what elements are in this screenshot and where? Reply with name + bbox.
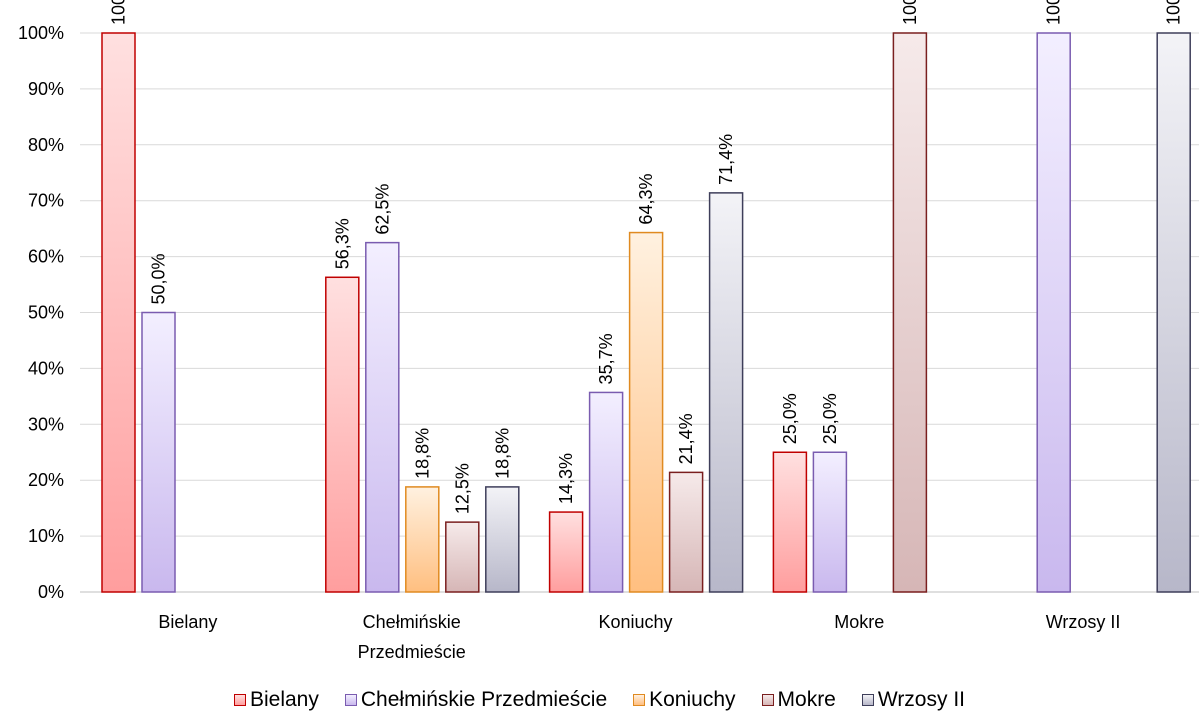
legend-label: Bielany: [249, 688, 319, 711]
y-tick-label: 90%: [28, 79, 64, 99]
data-label: 100,0%: [1044, 0, 1064, 25]
legend-item: Mokre: [761, 688, 836, 712]
bar-4-1: [485, 486, 520, 593]
bar-1-1: [365, 241, 400, 593]
data-label: 50,0%: [149, 253, 169, 304]
y-tick-label: 0%: [38, 582, 64, 602]
bar-1-3: [812, 451, 848, 593]
legend-swatch: [344, 694, 357, 706]
bar-3-1: [445, 521, 480, 593]
data-label: 56,3%: [332, 218, 352, 269]
data-label: 62,5%: [372, 184, 392, 235]
bar-4-2: [708, 192, 744, 593]
legend-item: Koniuchy: [633, 688, 736, 712]
category-label: Bielany: [158, 612, 217, 632]
bar-3-3: [892, 32, 928, 593]
legend-label: Chełmińskie Przedmieście: [360, 688, 608, 711]
data-label: 100,0%: [1164, 0, 1184, 25]
bar-2-1: [405, 486, 440, 593]
data-label: 14,3%: [556, 453, 576, 504]
y-tick-label: 20%: [28, 470, 64, 490]
category-label: Mokre: [834, 612, 884, 632]
bar-1-2: [588, 391, 624, 593]
legend-item: Wrzosy II: [861, 688, 965, 712]
y-tick-label: 60%: [28, 247, 64, 267]
y-tick-label: 70%: [28, 191, 64, 211]
y-tick-label: 80%: [28, 135, 64, 155]
data-label: 18,8%: [412, 428, 432, 479]
bar-0-3: [772, 451, 808, 593]
data-label: 71,4%: [716, 134, 736, 185]
legend-label: Koniuchy: [649, 688, 736, 711]
category-label: Chełmińskie: [363, 612, 461, 632]
bar-0-2: [548, 511, 584, 593]
data-label: 100,0%: [109, 0, 129, 25]
data-label: 35,7%: [596, 333, 616, 384]
legend-label: Mokre: [777, 688, 836, 711]
bar-0-0: [101, 32, 136, 593]
y-axis: 0% 10% 20% 30% 40% 50% 60% 70% 80% 90% 100%: [18, 23, 64, 602]
category-label: Koniuchy: [598, 612, 672, 632]
data-label: 100,0%: [900, 0, 920, 25]
y-tick-label: 40%: [28, 358, 64, 378]
bar-1-4: [1036, 32, 1071, 593]
legend-swatch: [633, 694, 646, 706]
bar-3-2: [668, 471, 704, 593]
data-label: 25,0%: [780, 393, 800, 444]
x-axis: Bielany Chełmińskie Przedmieście Koniuchy Mo…: [158, 612, 1120, 662]
category-label: Wrzosy II: [1046, 612, 1121, 632]
legend-item: Bielany: [233, 688, 319, 712]
y-tick-label: 50%: [28, 303, 64, 323]
data-label: 25,0%: [820, 393, 840, 444]
y-tick-label: 10%: [28, 526, 64, 546]
bar-2-2: [628, 231, 664, 593]
data-label: 64,3%: [636, 174, 656, 225]
category-label: Przedmieście: [358, 642, 466, 662]
legend-swatch: [761, 694, 774, 706]
legend-item: Chełmińskie Przedmieście: [344, 688, 608, 712]
data-label: 18,8%: [492, 428, 512, 479]
legend-swatch: [233, 694, 246, 706]
legend: Bielany Chełmińskie Przedmieście Koniuchy M…: [0, 688, 1199, 712]
bars: 100,0% 50,0% 56,3% 62,5% 18,8% 12,5% 18,8% 14,3…: [101, 0, 1191, 593]
bar-4-4: [1156, 32, 1191, 593]
bar-0-1: [325, 276, 360, 593]
data-label: 12,5%: [452, 463, 472, 514]
y-tick-label: 30%: [28, 414, 64, 434]
y-tick-label: 100%: [18, 23, 64, 43]
data-label: 21,4%: [676, 413, 696, 464]
legend-swatch: [861, 694, 874, 706]
bar-chart: 0% 10% 20% 30% 40% 50% 60% 70% 80% 90% 100% 100,0%…: [18, 0, 1199, 662]
bar-1-0: [141, 311, 176, 593]
legend-label: Wrzosy II: [877, 688, 965, 711]
